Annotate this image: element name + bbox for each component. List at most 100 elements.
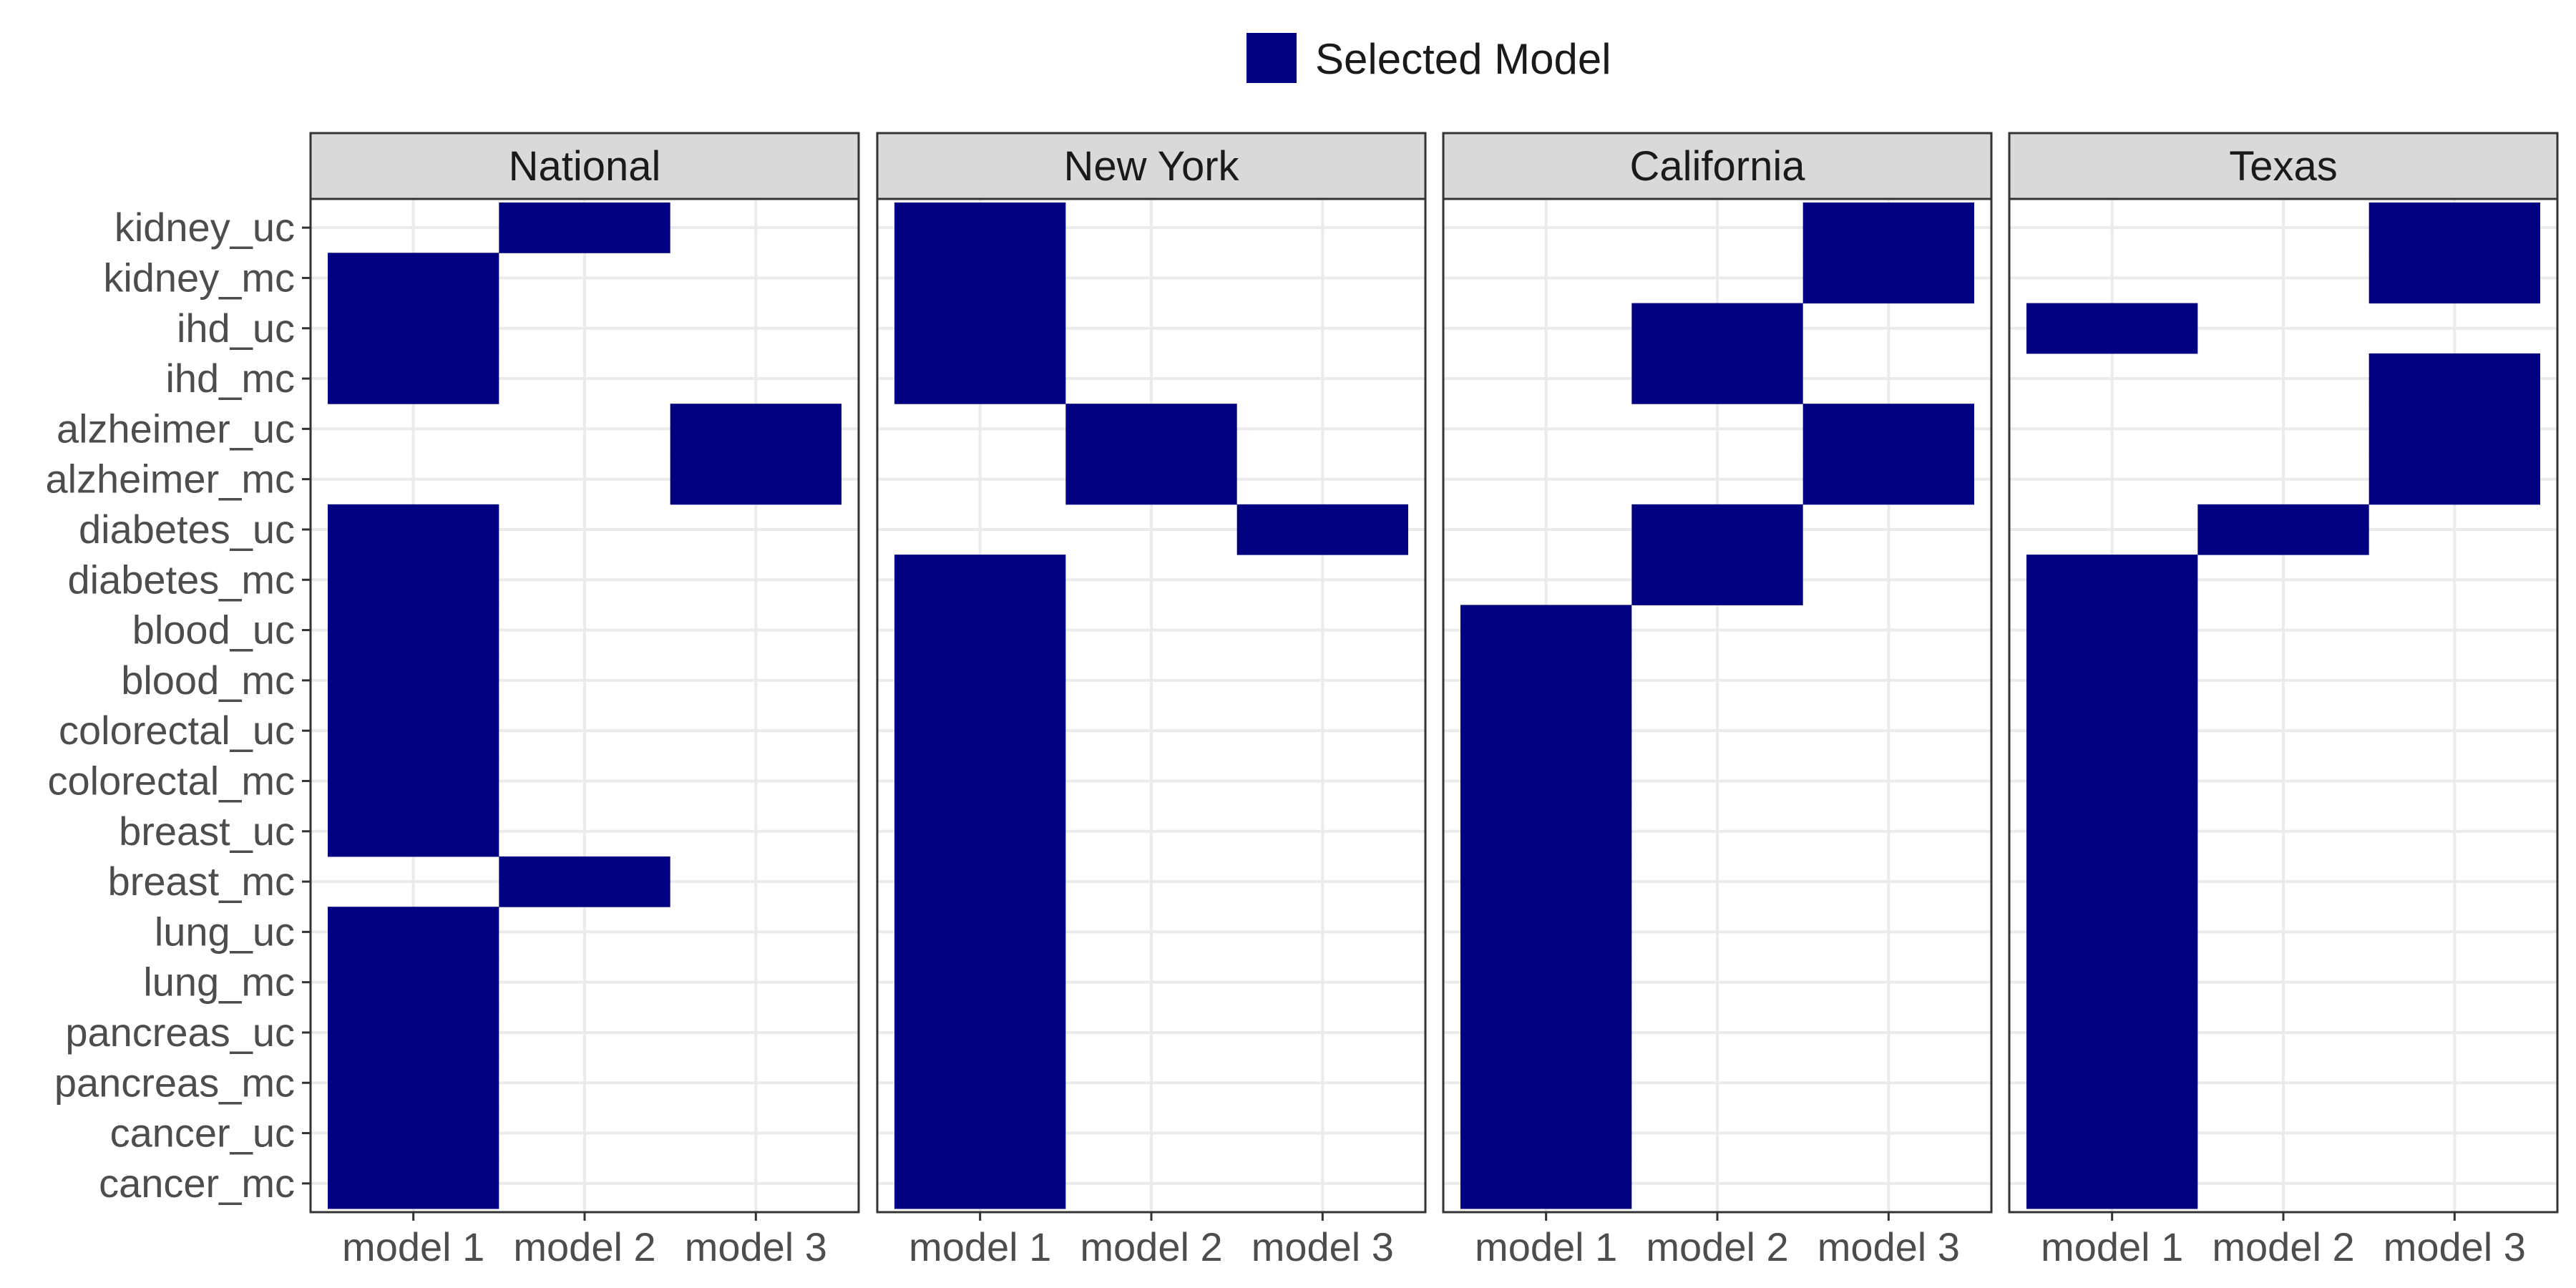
heatmap-tile [328,756,499,807]
y-tick-label: pancreas_uc [65,1010,295,1055]
heatmap-tile [2368,404,2540,454]
panel: Texas model 1 model 2 model 3 [2008,132,2559,1269]
heatmap-tile [2026,303,2198,354]
heatmap-tile [1460,1158,1632,1209]
heatmap-tile [328,655,499,706]
y-tick-label: blood_mc [121,658,295,703]
heatmap-tile [1460,806,1632,857]
y-tick-label: diabetes_uc [79,507,295,552]
x-tick-label: model 3 [2384,1224,2526,1269]
heatmap-tile [328,253,499,304]
heatmap-tile [1065,454,1237,505]
panel: California model 1 model 2 model 3 [1442,132,1993,1269]
heatmap-tile [1460,756,1632,807]
heatmap-tile [2026,555,2198,605]
y-tick-label: alzheimer_uc [57,406,295,451]
y-tick-label: lung_uc [155,909,295,954]
heatmap-tile [328,303,499,354]
legend: Selected Model [1246,33,1611,83]
legend-label: Selected Model [1315,35,1611,83]
y-tick-label: kidney_uc [114,205,295,250]
heatmap-tile [1802,253,1974,304]
heatmap-tile [328,1158,499,1209]
heatmap-tile [1460,1108,1632,1159]
heatmap-tile [328,957,499,1008]
heatmap-tile [2026,1058,2198,1108]
heatmap-tile [1460,1007,1632,1058]
y-tick-label: pancreas_mc [54,1060,295,1105]
panel-title: Texas [2229,143,2338,190]
heatmap-tile [894,1158,1066,1209]
heatmap-tile [894,203,1066,253]
heatmap-tile [670,454,841,505]
heatmap-tile [2368,454,2540,505]
y-tick-label: breast_uc [119,809,295,854]
y-tick-label: diabetes_mc [67,557,295,602]
x-tick-label: model 3 [1252,1224,1394,1269]
heatmap-tile [2026,957,2198,1008]
heatmap-tile [499,856,670,907]
y-tick-label: blood_uc [132,608,295,653]
heatmap-tile [894,806,1066,857]
panel-strip [2008,132,2559,200]
heatmap-tile [2368,203,2540,253]
heatmap-tile [1460,1058,1632,1108]
heatmap-tile [328,706,499,756]
heatmap-tile [670,404,841,454]
heatmap-tile [2197,504,2369,555]
panel-title: California [1630,143,1806,190]
x-tick-label: model 1 [2041,1224,2183,1269]
heatmap-tile [499,203,670,253]
y-tick-label: lung_mc [143,960,295,1005]
panel-strip [309,132,860,200]
x-tick-label: model 2 [1080,1224,1222,1269]
heatmap-tile [894,655,1066,706]
heatmap-tile [1631,303,1803,354]
heatmap-tile [328,555,499,605]
heatmap-tile [894,605,1066,656]
heatmap-tile [1631,353,1803,404]
y-tick-label: cancer_mc [99,1161,295,1206]
heatmap-tile [1460,907,1632,957]
heatmap-tile [1802,454,1974,505]
x-tick-label: model 3 [1818,1224,1960,1269]
heatmap-tile [894,1058,1066,1108]
legend-key [1246,33,1297,83]
heatmap-tile [1802,203,1974,253]
y-tick-label: colorectal_mc [48,758,295,803]
y-tick-label: cancer_uc [110,1111,295,1156]
heatmap-tile [1460,957,1632,1008]
heatmap-tile [2368,353,2540,404]
heatmap-tile [328,353,499,404]
heatmap-tile [328,1058,499,1108]
heatmap-tile [894,303,1066,354]
panels: kidney_uc kidney_mc ihd_uc ihd_mc alzheimer_… [45,132,2559,1269]
heatmap-tile [328,605,499,656]
x-tick-label: model 1 [1475,1224,1617,1269]
heatmap-tile [328,1108,499,1159]
heatmap-tile [1065,404,1237,454]
heatmap-tile [894,957,1066,1008]
heatmap-tile [2026,806,2198,857]
heatmap-tile [2026,605,2198,656]
heatmap-tile [2026,706,2198,756]
panel-title: New York [1063,143,1239,190]
heatmap-tile [894,907,1066,957]
panel-strip [876,132,1427,200]
y-tick-label: colorectal_uc [59,708,295,753]
x-tick-label: model 1 [909,1224,1051,1269]
panel: National model 1 model 2 model 3 [309,132,860,1269]
panel-title: National [509,143,661,190]
heatmap-tile [894,756,1066,807]
heatmap-tile [2026,1158,2198,1209]
x-tick-label: model 1 [342,1224,484,1269]
x-tick-label: model 2 [2212,1224,2354,1269]
heatmap-tile [1631,555,1803,605]
x-tick-label: model 2 [513,1224,655,1269]
heatmap-tile [2368,253,2540,304]
heatmap-tile [894,706,1066,756]
x-tick-label: model 3 [685,1224,827,1269]
y-tick-label: ihd_mc [165,356,295,401]
